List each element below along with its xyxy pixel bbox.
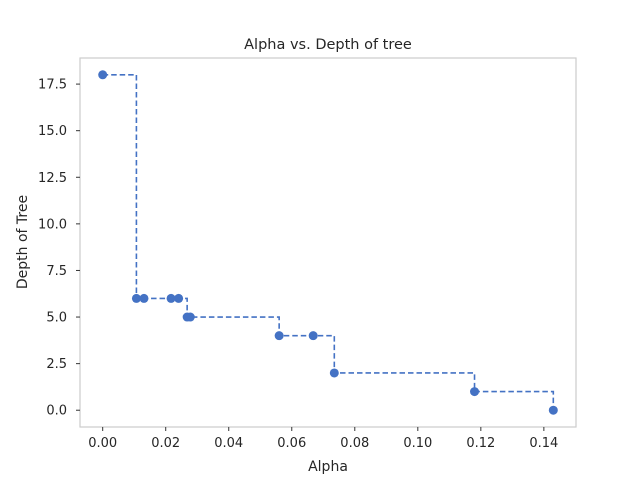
y-axis-ticks: 0.0 2.5 5.0 7.5 10.0 12.5 15.0 17.5 bbox=[38, 78, 80, 419]
data-point bbox=[174, 293, 184, 303]
y-axis-label: Depth of Tree bbox=[15, 195, 31, 289]
x-tick-label: 0.08 bbox=[340, 436, 369, 451]
y-tick-label: 17.5 bbox=[38, 78, 67, 93]
data-point bbox=[308, 331, 318, 341]
data-point bbox=[548, 405, 558, 415]
x-tick-label: 0.02 bbox=[151, 436, 180, 451]
x-axis-label: Alpha bbox=[308, 459, 348, 475]
series-step-line bbox=[102, 73, 555, 411]
chart-title: Alpha vs. Depth of tree bbox=[244, 37, 412, 53]
y-tick-label: 15.0 bbox=[38, 124, 67, 139]
y-tick-label: 10.0 bbox=[38, 217, 67, 232]
data-point bbox=[139, 293, 149, 303]
data-point bbox=[98, 70, 108, 80]
data-point bbox=[329, 368, 339, 378]
y-tick-label: 7.5 bbox=[46, 264, 67, 279]
y-tick-label: 5.0 bbox=[46, 311, 67, 326]
x-tick-label: 0.12 bbox=[466, 436, 495, 451]
data-point bbox=[274, 331, 284, 341]
data-point bbox=[131, 293, 141, 303]
x-tick-label: 0.06 bbox=[277, 436, 306, 451]
y-tick-label: 2.5 bbox=[46, 357, 67, 372]
y-tick-label: 0.0 bbox=[46, 404, 67, 419]
x-tick-label: 0.10 bbox=[403, 436, 432, 451]
x-tick-label: 0.14 bbox=[529, 436, 558, 451]
y-tick-label: 12.5 bbox=[38, 171, 67, 186]
x-tick-label: 0.04 bbox=[214, 436, 243, 451]
x-tick-label: 0.00 bbox=[88, 436, 117, 451]
plot-frame bbox=[79, 57, 577, 428]
series-markers bbox=[98, 70, 558, 415]
data-point bbox=[470, 387, 480, 397]
x-axis-ticks: 0.00 0.02 0.04 0.06 0.08 0.10 0.12 0.14 bbox=[88, 427, 558, 451]
data-point bbox=[166, 293, 176, 303]
data-point bbox=[185, 312, 195, 322]
